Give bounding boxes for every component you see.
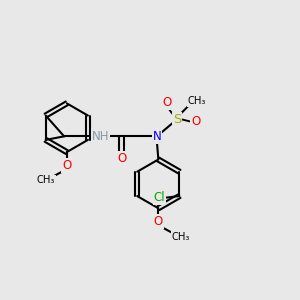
Text: O: O — [191, 115, 201, 128]
Text: CH₃: CH₃ — [188, 96, 206, 106]
Text: O: O — [154, 215, 163, 228]
Text: O: O — [117, 152, 126, 165]
Text: Cl: Cl — [154, 191, 165, 204]
Text: CH₃: CH₃ — [171, 232, 190, 242]
Text: CH₃: CH₃ — [37, 175, 55, 185]
Text: N: N — [152, 130, 161, 143]
Text: S: S — [173, 112, 181, 126]
Text: NH: NH — [92, 130, 109, 143]
Text: O: O — [162, 96, 171, 109]
Text: O: O — [62, 159, 71, 172]
